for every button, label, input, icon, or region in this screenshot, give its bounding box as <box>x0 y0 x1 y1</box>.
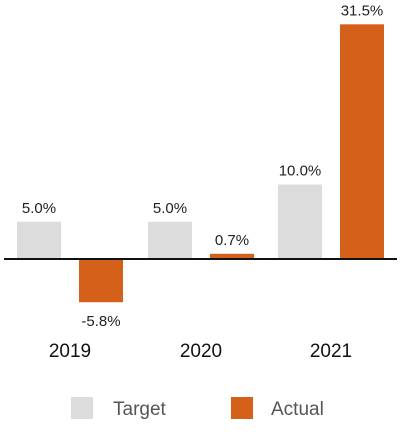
data-label-actual-2021: 31.5% <box>341 2 384 19</box>
category-label-2020: 2020 <box>180 341 222 362</box>
legend-swatch-actual <box>231 397 253 419</box>
data-label-target-2020: 5.0% <box>153 200 187 217</box>
data-label-target-2021: 10.0% <box>279 163 322 180</box>
category-label-2021: 2021 <box>310 341 352 362</box>
legend-label-target: Target <box>113 399 167 420</box>
data-label-target-2019: 5.0% <box>22 200 56 217</box>
bar-target-2019 <box>17 221 61 259</box>
bar-target-2021 <box>278 184 322 259</box>
bar-actual-2019 <box>79 259 123 303</box>
data-labels-group: 5.0% -5.8% 5.0% 0.7% 10.0% 31.5% <box>22 2 383 330</box>
bar-actual-2021 <box>340 24 384 260</box>
bar-actual-2020 <box>210 253 254 259</box>
category-label-2019: 2019 <box>49 341 91 362</box>
data-label-actual-2019: -5.8% <box>81 313 120 330</box>
bar-target-2020 <box>148 221 192 259</box>
legend-label-actual: Actual <box>271 399 324 420</box>
category-labels-group: 2019 2020 2021 <box>49 341 352 362</box>
legend-swatch-target <box>71 397 93 419</box>
legend: Target Actual <box>71 397 324 420</box>
data-label-actual-2020: 0.7% <box>215 232 249 249</box>
bars-group <box>17 24 384 303</box>
